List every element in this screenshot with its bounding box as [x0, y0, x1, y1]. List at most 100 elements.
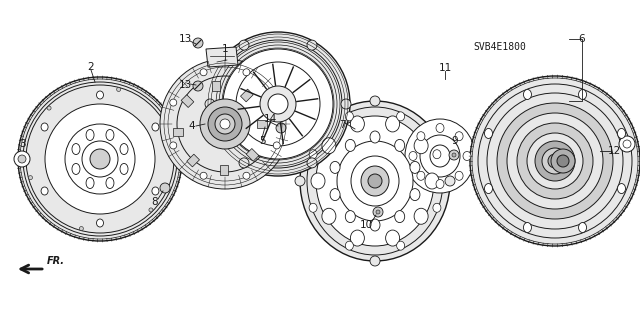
Ellipse shape — [463, 152, 471, 160]
Ellipse shape — [484, 129, 493, 138]
Ellipse shape — [417, 171, 425, 180]
Circle shape — [149, 208, 153, 212]
Ellipse shape — [436, 123, 444, 132]
Ellipse shape — [72, 163, 80, 174]
Ellipse shape — [152, 187, 159, 195]
Circle shape — [373, 207, 383, 217]
Bar — [241, 89, 253, 102]
Bar — [181, 95, 194, 108]
Ellipse shape — [106, 177, 114, 189]
Ellipse shape — [322, 138, 336, 154]
Circle shape — [548, 154, 562, 168]
Ellipse shape — [433, 203, 441, 212]
Ellipse shape — [436, 180, 444, 189]
Ellipse shape — [350, 116, 364, 132]
Circle shape — [20, 79, 180, 239]
Ellipse shape — [386, 230, 399, 246]
Ellipse shape — [414, 208, 428, 224]
Text: 1: 1 — [221, 44, 228, 54]
Ellipse shape — [414, 138, 428, 154]
Ellipse shape — [361, 166, 389, 196]
Text: 4: 4 — [189, 121, 195, 131]
Ellipse shape — [351, 156, 399, 206]
Circle shape — [26, 85, 174, 233]
Ellipse shape — [311, 173, 325, 189]
Ellipse shape — [106, 130, 114, 140]
Ellipse shape — [420, 135, 460, 177]
Circle shape — [376, 210, 380, 214]
Circle shape — [160, 59, 290, 189]
Text: 5: 5 — [259, 136, 266, 146]
Circle shape — [273, 142, 280, 149]
Text: 7: 7 — [339, 120, 346, 130]
Circle shape — [239, 158, 249, 168]
Text: 14: 14 — [264, 114, 276, 124]
Ellipse shape — [316, 116, 434, 246]
Bar — [220, 165, 228, 175]
Text: 13: 13 — [179, 80, 191, 90]
Circle shape — [205, 99, 215, 109]
Polygon shape — [206, 47, 238, 67]
Circle shape — [445, 176, 455, 186]
Ellipse shape — [410, 189, 420, 201]
Circle shape — [472, 78, 638, 244]
Circle shape — [619, 136, 635, 152]
Ellipse shape — [397, 112, 404, 121]
Ellipse shape — [425, 173, 439, 189]
Text: 9: 9 — [452, 136, 458, 146]
Circle shape — [28, 176, 33, 180]
Ellipse shape — [86, 177, 94, 189]
Bar — [212, 81, 220, 91]
Ellipse shape — [417, 132, 425, 141]
Circle shape — [243, 172, 250, 179]
Circle shape — [200, 99, 250, 149]
Circle shape — [200, 69, 207, 76]
Bar — [187, 154, 200, 167]
Bar — [246, 149, 259, 161]
Circle shape — [478, 84, 632, 238]
Circle shape — [307, 158, 317, 168]
Ellipse shape — [524, 223, 531, 233]
Ellipse shape — [41, 123, 48, 131]
Circle shape — [268, 94, 288, 114]
Circle shape — [517, 123, 593, 199]
Circle shape — [370, 96, 380, 106]
Ellipse shape — [309, 150, 317, 159]
Ellipse shape — [120, 163, 128, 174]
Ellipse shape — [455, 132, 463, 141]
Circle shape — [90, 149, 110, 169]
Circle shape — [370, 256, 380, 266]
Ellipse shape — [307, 107, 443, 255]
Ellipse shape — [524, 90, 531, 100]
Ellipse shape — [433, 150, 441, 159]
Ellipse shape — [397, 241, 404, 250]
Circle shape — [260, 86, 296, 122]
Ellipse shape — [346, 139, 355, 152]
Ellipse shape — [410, 161, 420, 174]
Circle shape — [45, 104, 155, 214]
Circle shape — [160, 183, 170, 193]
Circle shape — [535, 141, 575, 181]
Text: 2: 2 — [88, 62, 94, 72]
Ellipse shape — [409, 152, 417, 160]
Text: FR.: FR. — [47, 256, 65, 266]
Text: 12: 12 — [607, 146, 621, 156]
Ellipse shape — [309, 203, 317, 212]
Ellipse shape — [152, 123, 159, 131]
Circle shape — [79, 226, 83, 231]
Circle shape — [236, 62, 320, 146]
Ellipse shape — [330, 161, 340, 174]
Circle shape — [177, 76, 273, 172]
Circle shape — [551, 149, 575, 173]
Ellipse shape — [484, 183, 493, 194]
Circle shape — [276, 123, 286, 133]
Circle shape — [223, 49, 333, 159]
Circle shape — [47, 106, 51, 110]
Circle shape — [497, 103, 613, 219]
Circle shape — [193, 38, 203, 48]
Ellipse shape — [346, 241, 353, 250]
Ellipse shape — [350, 230, 364, 246]
Circle shape — [243, 69, 250, 76]
Circle shape — [65, 124, 135, 194]
Ellipse shape — [430, 145, 450, 167]
